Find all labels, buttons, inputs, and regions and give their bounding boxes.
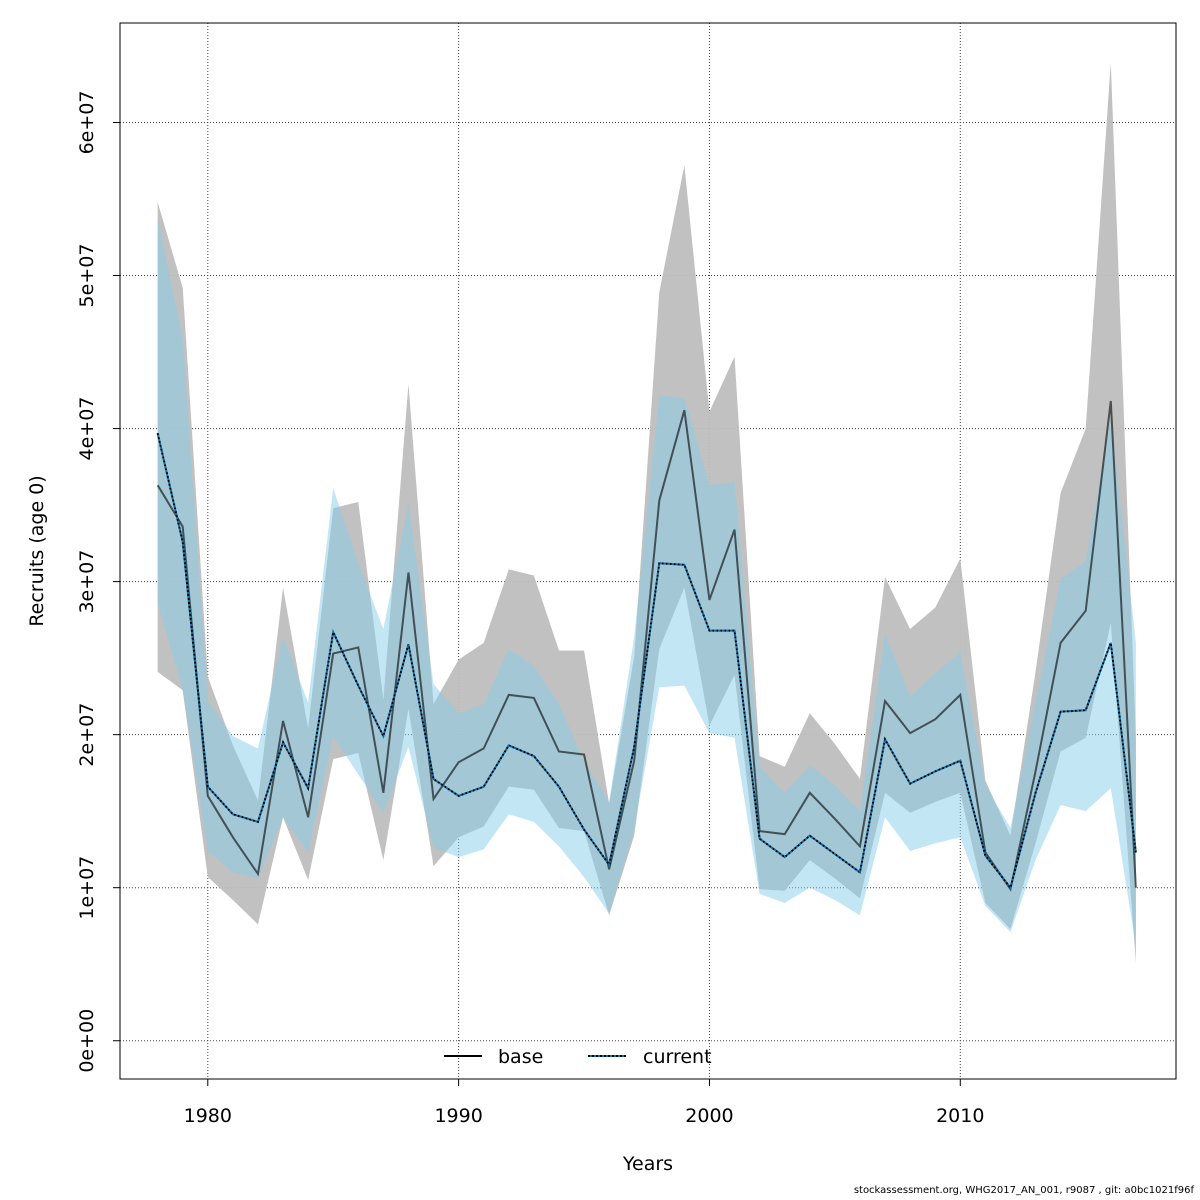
line-current-back <box>156 432 1137 890</box>
x-axis-title: Years <box>622 1153 673 1175</box>
footer-note: stockassessment.org, WHG2017_AN_001, r90… <box>853 1185 1194 1196</box>
x-tick-label: 1980 <box>184 1105 232 1127</box>
y-tick-label: 5e+07 <box>76 244 98 308</box>
y-tick-label: 2e+07 <box>76 703 98 767</box>
y-axis: 0e+00 1e+07 2e+07 3e+07 4e+07 5e+07 6e+07 <box>76 91 120 1073</box>
x-tick-label: 2000 <box>685 1105 733 1127</box>
legend-label-base: base <box>498 1046 543 1068</box>
plot-frame <box>119 22 1177 1080</box>
line-base <box>156 400 1137 892</box>
y-tick-label: 0e+00 <box>76 1009 98 1073</box>
series-lines <box>156 400 1137 892</box>
confidence-bands <box>157 62 1136 963</box>
y-tick-label: 1e+07 <box>76 856 98 920</box>
legend: base current <box>444 1046 712 1068</box>
y-axis-title: Recruits (age 0) <box>26 475 48 626</box>
y-tick-label: 6e+07 <box>76 91 98 155</box>
x-axis: 1980 1990 2000 2010 <box>184 1079 984 1127</box>
y-tick-label: 3e+07 <box>76 550 98 614</box>
band-current <box>157 217 1136 946</box>
x-tick-label: 1990 <box>434 1105 482 1127</box>
x-tick-label: 2010 <box>936 1105 984 1127</box>
y-tick-label: 4e+07 <box>76 397 98 461</box>
line-current <box>156 432 1137 890</box>
legend-label-current: current <box>643 1046 712 1068</box>
